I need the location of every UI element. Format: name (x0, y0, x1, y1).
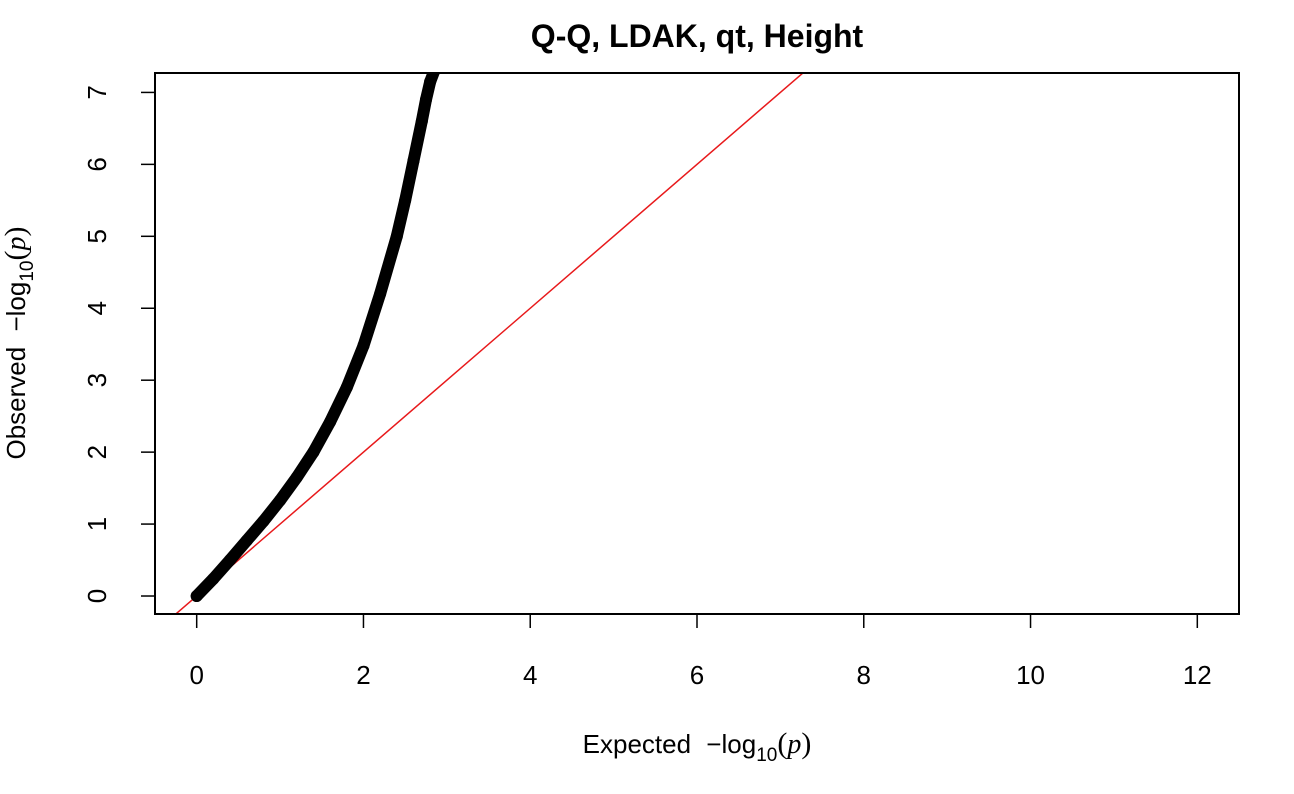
data-point (307, 446, 320, 459)
x-tick-label: 12 (1183, 660, 1212, 690)
y-axis-label-close: ) (0, 227, 32, 237)
data-point (420, 93, 432, 106)
x-tick-label: 10 (1016, 660, 1045, 690)
chart-title: Q-Q, LDAK, qt, Height (531, 18, 864, 54)
y-axis-label-open: ( (0, 251, 32, 261)
data-point (428, 73, 440, 77)
y-tick-label: 4 (82, 301, 112, 315)
y-tick-label: 6 (82, 157, 112, 171)
y-tick-label: 7 (82, 85, 112, 99)
x-tick-label: 4 (523, 660, 537, 690)
reference-line (174, 73, 805, 614)
x-tick-label: 2 (356, 660, 370, 690)
x-axis: 0 2 4 6 8 10 12 (189, 613, 1212, 690)
x-axis-label-minus: − (706, 729, 721, 759)
data-point (415, 115, 428, 128)
data-point (407, 154, 420, 167)
x-axis-label-var: p (785, 729, 801, 760)
data-point (274, 494, 287, 507)
x-axis-label-log: log (721, 729, 756, 759)
x-axis-label-close: ) (801, 727, 811, 760)
data-point (207, 572, 220, 585)
x-tick-label: 8 (857, 660, 871, 690)
data-point (224, 554, 237, 567)
data-point (424, 75, 437, 88)
y-axis: 0 1 2 3 4 5 6 7 (82, 85, 156, 603)
data-point (399, 194, 412, 207)
data-points-layer (190, 73, 440, 603)
x-axis-label-base: 10 (756, 745, 777, 766)
data-point (257, 515, 270, 528)
y-tick-label: 0 (82, 589, 112, 603)
data-point (324, 415, 337, 428)
plot-frame (154, 72, 1240, 615)
y-axis-label: Observed −log10(p) (0, 227, 38, 460)
y-tick-label: 5 (82, 229, 112, 243)
data-point (240, 534, 253, 547)
y-tick-label: 2 (82, 445, 112, 459)
data-point (340, 381, 353, 394)
reference-line-layer (174, 73, 805, 614)
data-point (357, 339, 370, 352)
x-tick-label: 0 (189, 660, 203, 690)
x-axis-label-prefix: Expected (583, 729, 691, 759)
y-axis-label-minus: − (1, 316, 31, 331)
y-tick-label: 1 (82, 517, 112, 531)
y-axis-label-log: log (1, 282, 31, 317)
y-axis-label-base: 10 (17, 261, 38, 282)
y-tick-label: 3 (82, 373, 112, 387)
data-point (390, 230, 403, 243)
observed-points-band (190, 73, 440, 602)
data-point (190, 590, 203, 603)
x-axis-label: Expected −log10(p) (583, 727, 812, 766)
x-tick-label: 6 (690, 660, 704, 690)
x-axis-label-open: ( (777, 727, 787, 760)
y-axis-label-var: p (1, 237, 32, 253)
data-point (374, 287, 387, 300)
y-axis-label-prefix: Observed (1, 347, 31, 460)
data-point (290, 471, 303, 484)
